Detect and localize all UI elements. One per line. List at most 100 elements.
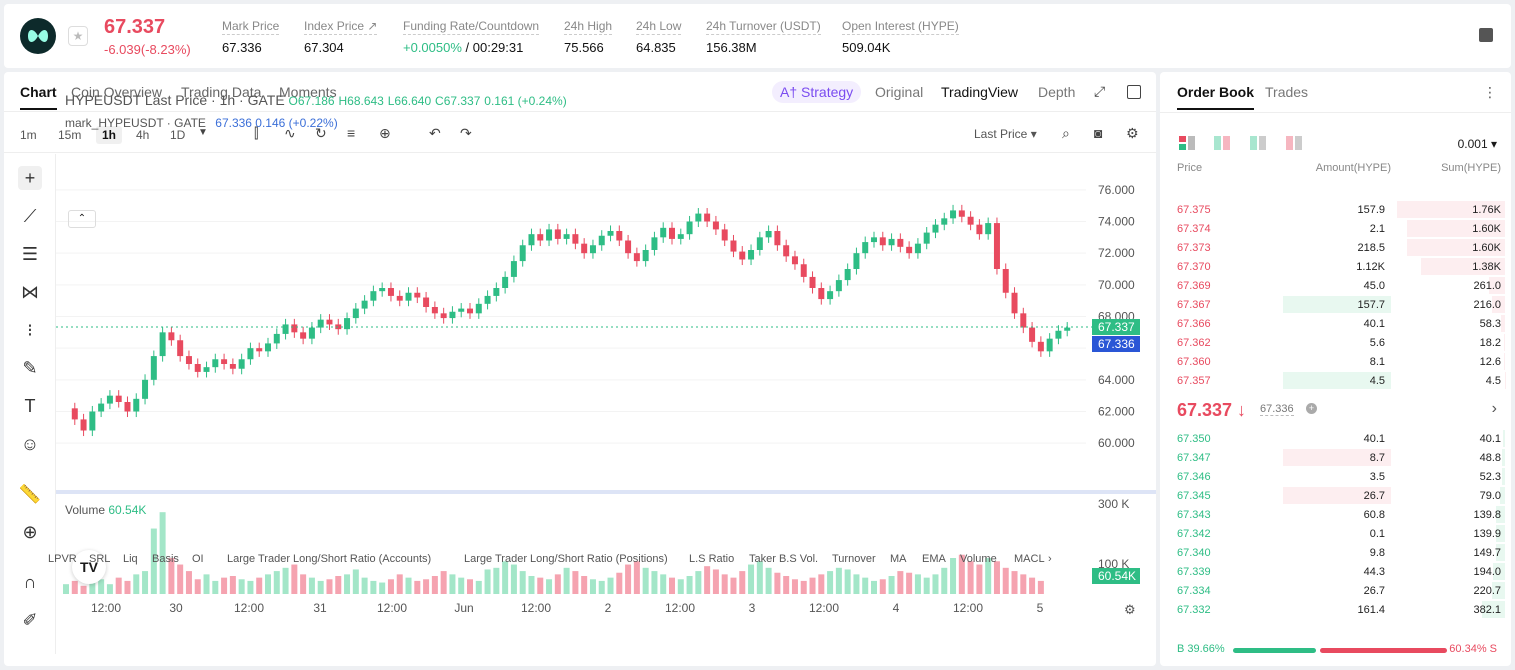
x-tick-label: 5 — [1037, 601, 1044, 615]
tab-trades[interactable]: Trades — [1265, 84, 1309, 100]
bid-row[interactable]: 67.342 0.1 139.9 — [1160, 524, 1511, 543]
tf-1m[interactable]: 1m — [20, 128, 37, 142]
favorite-star-icon[interactable]: ★ — [68, 26, 88, 46]
ind-ls-positions[interactable]: Large Trader Long/Short Ratio (Positions… — [464, 553, 668, 565]
view-bids-icon[interactable] — [1214, 136, 1230, 150]
ask-row[interactable]: 67.367 157.7 216.0 — [1160, 295, 1511, 314]
tf-1d[interactable]: 1D — [170, 128, 186, 142]
ask-row[interactable]: 67.369 45.0 261.0 — [1160, 276, 1511, 295]
ask-row[interactable]: 67.362 5.6 18.2 — [1160, 333, 1511, 352]
ind-taker[interactable]: Taker B.S Vol. — [749, 553, 819, 565]
bid-row[interactable]: 67.332 161.4 382.1 — [1160, 600, 1511, 619]
collapse-legend-button[interactable]: ⌃ — [68, 210, 96, 228]
tf-4h[interactable]: 4h — [136, 128, 150, 142]
ask-row[interactable]: 67.374 2.1 1.60K — [1160, 219, 1511, 238]
tf-15m[interactable]: 15m — [58, 128, 82, 142]
candle-body — [633, 253, 640, 262]
book-icon[interactable] — [1479, 28, 1493, 42]
candle-type-icon[interactable]: ⫿ — [254, 125, 259, 141]
price-chart[interactable]: 76.00074.00072.00070.00068.00066.00064.0… — [56, 154, 1156, 624]
strategy-button[interactable]: A† Strategy — [772, 81, 862, 103]
horizontal-lines-icon[interactable]: ☰ — [21, 244, 39, 264]
ind-lpvr[interactable]: LPVR — [48, 553, 77, 565]
ask-row[interactable]: 67.375 157.9 1.76K — [1160, 200, 1511, 219]
volume-bar — [791, 579, 798, 594]
emoji-icon[interactable]: ☺ — [20, 434, 40, 454]
bid-row[interactable]: 67.350 40.1 40.1 — [1160, 429, 1511, 448]
pattern-icon[interactable]: ⋈ — [21, 282, 39, 302]
ask-row[interactable]: 67.360 8.1 12.6 — [1160, 352, 1511, 371]
window-icon[interactable] — [1127, 85, 1141, 99]
ask-row[interactable]: 67.370 1.12K 1.38K — [1160, 257, 1511, 276]
row-amount: 26.7 — [1363, 585, 1385, 597]
add-indicator-icon[interactable]: ⊕ — [379, 125, 391, 141]
ruler-icon[interactable]: 📏 — [18, 484, 42, 504]
ind-turnover[interactable]: Turnover — [832, 553, 876, 565]
view-tradingview[interactable]: TradingView — [941, 84, 1019, 100]
search-icon[interactable]: ⌕ — [1062, 125, 1070, 141]
ind-macd[interactable]: MACL — [1014, 553, 1045, 565]
ask-row[interactable]: 67.373 218.5 1.60K — [1160, 238, 1511, 257]
trendline-icon[interactable]: ⟋ — [23, 206, 37, 226]
tab-chart[interactable]: Chart — [20, 84, 57, 110]
volume-bar — [467, 579, 473, 594]
depth-bar — [1397, 201, 1505, 218]
view-other-icon[interactable] — [1286, 136, 1302, 150]
view-depth[interactable]: Depth — [1038, 84, 1076, 100]
view-asks-icon[interactable] — [1250, 136, 1266, 150]
precision-select[interactable]: 0.001 ▾ — [1457, 137, 1497, 151]
ind-ema[interactable]: EMA — [922, 553, 946, 565]
bid-row[interactable]: 67.343 60.8 139.8 — [1160, 505, 1511, 524]
indicator-next-icon[interactable]: › — [1048, 553, 1052, 565]
row-amount: 5.6 — [1369, 337, 1385, 349]
view-both-icon[interactable] — [1179, 136, 1195, 150]
indicators-icon[interactable]: ∿ — [284, 125, 296, 141]
tab-trading-data[interactable]: Trading Data — [181, 84, 262, 100]
timeframe-dropdown-icon[interactable]: ▼ — [198, 127, 208, 138]
tab-coin-overview[interactable]: Coin Overview — [71, 84, 163, 100]
brush-icon[interactable]: ✎ — [22, 358, 38, 378]
bid-row[interactable]: 67.340 9.8 149.7 — [1160, 543, 1511, 562]
bid-row[interactable]: 67.346 3.5 52.3 — [1160, 467, 1511, 486]
camera-icon[interactable]: ◙ — [1094, 125, 1103, 141]
bid-row[interactable]: 67.347 8.7 48.8 — [1160, 448, 1511, 467]
ind-srl[interactable]: SRL — [89, 553, 111, 565]
ask-row[interactable]: 67.366 40.1 58.3 — [1160, 314, 1511, 333]
crosshair-icon[interactable]: + — [18, 166, 42, 190]
candle-body — [1064, 327, 1071, 331]
zoom-icon[interactable]: ⊕ — [22, 522, 38, 542]
bid-row[interactable]: 67.345 26.7 79.0 — [1160, 486, 1511, 505]
magnet-icon[interactable]: ∩ — [23, 572, 37, 592]
tf-1h[interactable]: 1h — [96, 126, 123, 144]
ind-oi[interactable]: OI — [192, 553, 204, 565]
settings-list-icon[interactable]: ≡ — [347, 125, 356, 141]
more-icon[interactable]: ⋮ — [1483, 84, 1497, 100]
y-tick-label: 74.000 — [1098, 215, 1135, 229]
lock-icon[interactable]: ✐ — [22, 610, 38, 630]
expand-icon[interactable]: ⤢ — [1094, 83, 1106, 99]
candle-body — [923, 232, 930, 244]
stat-index-price[interactable]: Index Price ↗ 67.304 — [304, 19, 378, 55]
redo-icon[interactable]: ↷ — [460, 125, 472, 141]
ask-row[interactable]: 67.357 4.5 4.5 — [1160, 371, 1511, 390]
fib-icon[interactable]: ⁝ — [27, 320, 33, 340]
mark-info-icon[interactable]: + — [1306, 403, 1317, 414]
chevron-right-icon[interactable]: › — [1491, 400, 1497, 417]
volume-bar — [142, 571, 149, 594]
tab-order-book[interactable]: Order Book — [1177, 84, 1255, 110]
view-original[interactable]: Original — [875, 84, 924, 100]
tab-moments[interactable]: Moments — [279, 84, 337, 100]
ind-ls-ratio[interactable]: L.S Ratio — [689, 553, 735, 565]
ind-basis[interactable]: Basis — [152, 553, 179, 565]
text-icon[interactable]: T — [24, 396, 36, 416]
ind-volume[interactable]: Volume — [960, 553, 997, 565]
refresh-icon[interactable]: ↻ — [315, 125, 327, 141]
ind-liq[interactable]: Liq — [123, 553, 138, 565]
ind-ls-accounts[interactable]: Large Trader Long/Short Ratio (Accounts) — [227, 553, 432, 565]
gear-icon[interactable]: ⚙ — [1126, 125, 1139, 141]
undo-icon[interactable]: ↶ — [429, 125, 441, 141]
bid-row[interactable]: 67.334 26.7 220.7 — [1160, 581, 1511, 600]
bid-row[interactable]: 67.339 44.3 194.0 — [1160, 562, 1511, 581]
ind-ma[interactable]: MA — [890, 553, 907, 565]
price-type-select[interactable]: Last Price ▾ — [974, 127, 1037, 141]
